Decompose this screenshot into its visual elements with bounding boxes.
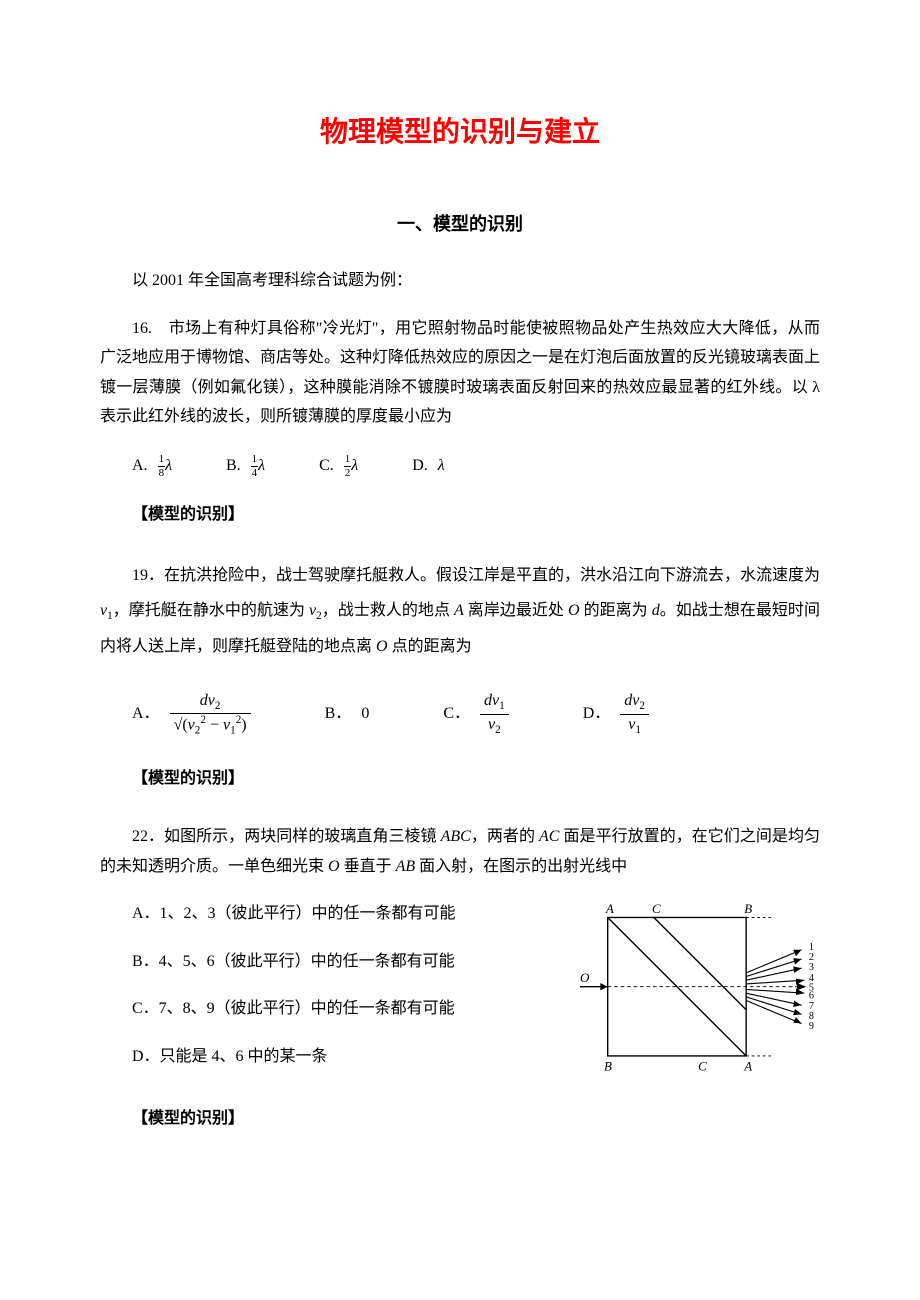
option-label: A． [132, 698, 160, 730]
q16-option-b: B. 1 4 λ [226, 450, 265, 482]
text-run: 点的距离为 [388, 638, 472, 655]
text-run: 19．在抗洪抢险中，战士驾驶摩托艇救人。假设江岸是平直的，洪水沿江向下游流去，水… [132, 567, 820, 584]
svg-text:A: A [605, 901, 614, 916]
q22-options: A．1、2、3（彼此平行）中的任一条都有可能 B．4、5、6（彼此平行）中的任一… [100, 899, 570, 1089]
lambda: λ [165, 457, 172, 474]
option-label: B． [325, 698, 352, 730]
var-A: A [454, 602, 464, 619]
frac-num: dv2 [620, 691, 649, 715]
option-value: 0 [361, 705, 369, 722]
option-label: D. [412, 450, 428, 482]
frac-num: dv1 [480, 691, 509, 715]
text-run: 离岸边最近处 [464, 602, 568, 619]
option-label: B. [226, 450, 241, 482]
q22-option-d: D．只能是 4、6 中的某一条 [100, 1042, 570, 1072]
q19-options: A． dv2 √(v22 − v12) B． 0 C． dv1 v2 D． dv… [100, 691, 820, 739]
frac-num: dv2 [170, 691, 251, 715]
q22-option-a: A．1、2、3（彼此平行）中的任一条都有可能 [100, 899, 570, 929]
text-run: 22．如图所示，两块同样的玻璃直角三棱镜 [132, 828, 441, 845]
fraction: dv1 v2 [480, 691, 509, 737]
lambda: λ [438, 457, 445, 474]
q19-option-b: B． 0 [325, 698, 370, 730]
option-label: A. [132, 450, 148, 482]
fraction: 1 8 [158, 453, 166, 480]
q19-option-a: A． dv2 √(v22 − v12) [132, 691, 251, 739]
intro-paragraph: 以 2001 年全国高考理科综合试题为例： [100, 266, 820, 296]
q16-option-a: A. 1 8 λ [132, 450, 172, 482]
q16-option-c: C. 1 2 λ [319, 450, 358, 482]
q19-option-d: D． dv2 v1 [583, 691, 649, 737]
q16-text: 16. 市场上有种灯具俗称"冷光灯"，用它照射物品时能使被照物品处产生热效应大大… [100, 314, 820, 432]
var-ac: AC [539, 828, 559, 845]
text-run: 垂直于 [340, 858, 396, 875]
model-label: 【模型的识别】 [100, 1104, 820, 1128]
frac-den: 8 [158, 467, 166, 480]
var-O: O [568, 602, 580, 619]
svg-text:B: B [744, 901, 752, 916]
q19-text: 19．在抗洪抢险中，战士驾驶摩托艇救人。假设江岸是平直的，洪水沿江向下游流去，水… [100, 558, 820, 664]
frac-num: 1 [158, 453, 166, 467]
frac-den: v2 [480, 715, 509, 738]
text-run: 的距离为 [580, 602, 652, 619]
q16-options: A. 1 8 λ B. 1 4 λ C. 1 2 λ D. λ [100, 450, 820, 482]
model-label: 【模型的识别】 [100, 764, 820, 788]
svg-text:A: A [743, 1059, 752, 1074]
q22-option-b: B．4、5、6（彼此平行）中的任一条都有可能 [100, 947, 570, 977]
option-label: C. [319, 450, 334, 482]
page-title: 物理模型的识别与建立 [100, 110, 820, 150]
var-ab: AB [396, 858, 416, 875]
var-O: O [328, 858, 340, 875]
lambda: λ [258, 457, 265, 474]
option-label: C． [443, 698, 470, 730]
svg-text:B: B [604, 1059, 612, 1074]
var-O: O [376, 638, 388, 655]
section-heading: 一、模型的识别 [100, 210, 820, 236]
frac-den: √(v22 − v12) [170, 714, 251, 738]
var-d: d [652, 602, 660, 619]
svg-text:C: C [652, 901, 661, 916]
text-run: ，战士救人的地点 [322, 602, 454, 619]
q22-option-c: C．7、8、9（彼此平行）中的任一条都有可能 [100, 994, 570, 1024]
q22-figure: A C B B C A O 1 2 3 4 5 6 7 8 9 [580, 899, 820, 1079]
fraction: dv2 v1 [620, 691, 649, 737]
svg-text:9: 9 [809, 1021, 814, 1032]
q19-option-c: C． dv1 v2 [443, 691, 508, 737]
fraction: dv2 √(v22 − v12) [170, 691, 251, 739]
prism-diagram: A C B B C A O 1 2 3 4 5 6 7 8 9 [580, 899, 820, 1074]
model-label: 【模型的识别】 [100, 500, 820, 524]
text-run: ，两者的 [471, 828, 539, 845]
option-label: D． [583, 698, 611, 730]
text-run: 面入射，在图示的出射光线中 [415, 858, 627, 875]
document-page: 物理模型的识别与建立 一、模型的识别 以 2001 年全国高考理科综合试题为例：… [0, 0, 920, 1222]
svg-text:O: O [580, 970, 590, 985]
q22-text: 22．如图所示，两块同样的玻璃直角三棱镜 ABC，两者的 AC 面是平行放置的，… [100, 822, 820, 881]
frac-den: v1 [620, 715, 649, 738]
svg-text:3: 3 [809, 962, 814, 973]
svg-text:C: C [698, 1059, 707, 1074]
text-run: ，摩托艇在静水中的航速为 [113, 602, 309, 619]
q22-row: A．1、2、3（彼此平行）中的任一条都有可能 B．4、5、6（彼此平行）中的任一… [100, 899, 820, 1089]
q16-option-d: D. λ [412, 450, 445, 482]
lambda: λ [351, 457, 358, 474]
var-abc: ABC [441, 828, 471, 845]
